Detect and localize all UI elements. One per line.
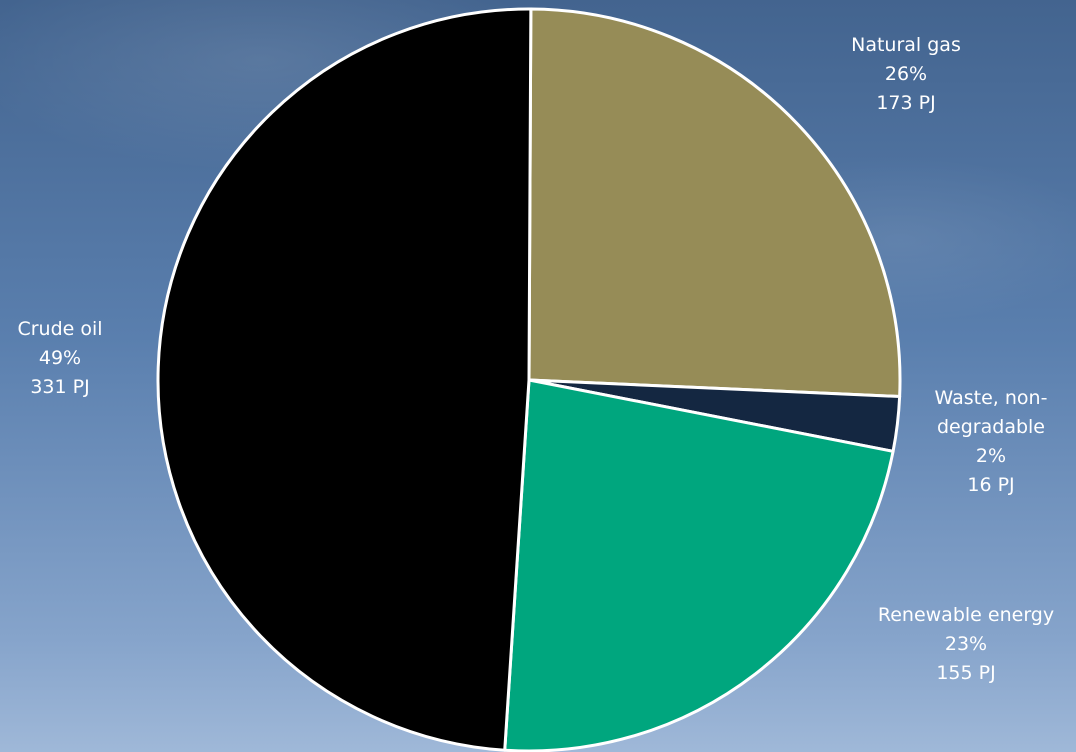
label-natural-gas: Natural gas 26% 173 PJ [836,31,976,118]
label-natural-gas-percent: 26% [884,63,928,85]
label-renewable-name: Renewable energy [877,604,1055,626]
label-crude-oil-value: 331 PJ [30,376,90,398]
label-natural-gas-value: 173 PJ [876,92,936,114]
label-waste-name-line2: degradable [937,416,1045,438]
label-waste: Waste, non- degradable 2% 16 PJ [928,384,1054,500]
slice-natural-gas [527,7,902,399]
label-renewable-percent: 23% [944,633,988,655]
label-natural-gas-name: Natural gas [851,34,961,56]
label-renewable-value: 155 PJ [936,662,996,684]
label-waste-percent: 2% [975,445,1007,467]
label-crude-oil: Crude oil 49% 331 PJ [4,315,116,402]
label-crude-oil-percent: 49% [38,347,82,369]
label-waste-name-line1: Waste, non- [934,387,1048,409]
label-crude-oil-name: Crude oil [17,318,103,340]
slice-renewable [503,378,895,752]
label-waste-value: 16 PJ [967,474,1015,496]
slice-crude-oil [156,7,533,752]
label-renewable: Renewable energy 23% 155 PJ [860,601,1072,688]
